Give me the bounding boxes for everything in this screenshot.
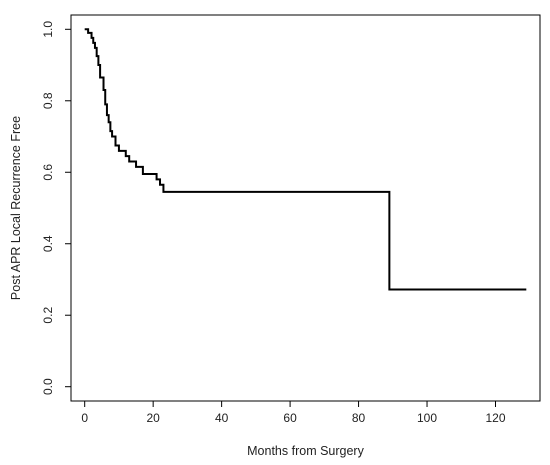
y-tick-label: 0.8 <box>41 92 55 109</box>
x-tick-label: 80 <box>352 411 366 425</box>
x-tick-label: 100 <box>417 411 437 425</box>
y-tick-label: 1.0 <box>41 21 55 38</box>
y-tick-label: 0.0 <box>41 378 55 395</box>
axis-ticks: 0 20 40 60 80 100 120 0.0 0.2 0.4 0.6 0.8 1.0 <box>41 21 506 425</box>
y-axis-title: Post APR Local Recurrence Free <box>9 116 23 300</box>
y-tick-label: 0.6 <box>41 164 55 181</box>
x-tick-label: 0 <box>81 411 88 425</box>
x-tick-label: 40 <box>215 411 229 425</box>
series-layer <box>84 28 527 291</box>
x-tick-label: 120 <box>485 411 505 425</box>
y-tick-label: 0.2 <box>41 307 55 324</box>
x-tick-label: 20 <box>146 411 160 425</box>
x-tick-label: 60 <box>283 411 297 425</box>
x-axis-title: Months from Surgery <box>247 444 364 458</box>
survival-curve <box>84 28 527 291</box>
y-tick-label: 0.4 <box>41 235 55 252</box>
plot-frame <box>70 14 541 402</box>
